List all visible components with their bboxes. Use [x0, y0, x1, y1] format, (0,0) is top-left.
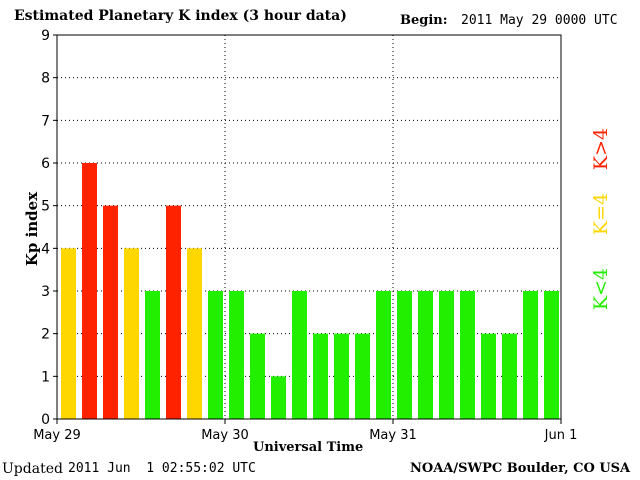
legend-high: K>4 [590, 127, 612, 171]
chart-title: Estimated Planetary K index (3 hour data… [14, 8, 347, 24]
legend-low: K<4 [590, 267, 612, 311]
kp-bar [250, 333, 265, 419]
kp-bar [313, 333, 328, 419]
source-credit: NOAA/SWPC Boulder, CO USA [410, 461, 631, 476]
y-tick-label: 3 [41, 284, 50, 300]
updated-value: 2011 Jun 1 02:55:02 UTC [68, 461, 256, 476]
kp-bar [229, 291, 244, 419]
y-tick-label: 6 [41, 156, 50, 172]
kp-bar [208, 291, 223, 419]
y-tick-label: 8 [41, 71, 50, 87]
y-tick-label: 7 [41, 113, 50, 129]
kp-bar [439, 291, 454, 419]
kp-bar [481, 333, 496, 419]
kp-bar [523, 291, 538, 419]
kp-bar [418, 291, 433, 419]
kp-bar [355, 333, 370, 419]
kp-bar [334, 333, 349, 419]
x-tick-label: Jun 1 [544, 428, 578, 443]
kp-bar [271, 376, 286, 419]
begin-value: 2011 May 29 0000 UTC [461, 13, 618, 28]
x-tick-label: May 30 [201, 428, 249, 443]
updated-label: Updated [2, 461, 63, 477]
kp-bar [292, 291, 307, 419]
kp-bar [61, 248, 76, 419]
kp-bar [376, 291, 391, 419]
y-tick-label: 9 [41, 28, 50, 44]
kp-bar [103, 205, 118, 419]
kp-bar [166, 205, 181, 419]
y-tick-label: 5 [41, 199, 50, 215]
kp-bar [544, 291, 559, 419]
y-tick-label: 0 [41, 412, 50, 428]
x-tick-label: May 29 [33, 428, 81, 443]
y-tick-label: 1 [41, 369, 50, 385]
begin-label: Begin: [400, 13, 448, 28]
plot-frame [56, 34, 562, 420]
x-tick-label: May 31 [369, 428, 417, 443]
kp-bar [187, 248, 202, 419]
kp-bar [124, 248, 139, 419]
kp-bar [397, 291, 412, 419]
kp-bar [82, 163, 97, 419]
kp-bar [145, 291, 160, 419]
kp-bar [460, 291, 475, 419]
kp-bar [502, 333, 517, 419]
legend-equal: K=4 [590, 192, 612, 236]
x-axis-label: Universal Time [253, 440, 364, 455]
y-tick-label: 2 [41, 327, 50, 343]
y-tick-label: 4 [41, 241, 50, 257]
